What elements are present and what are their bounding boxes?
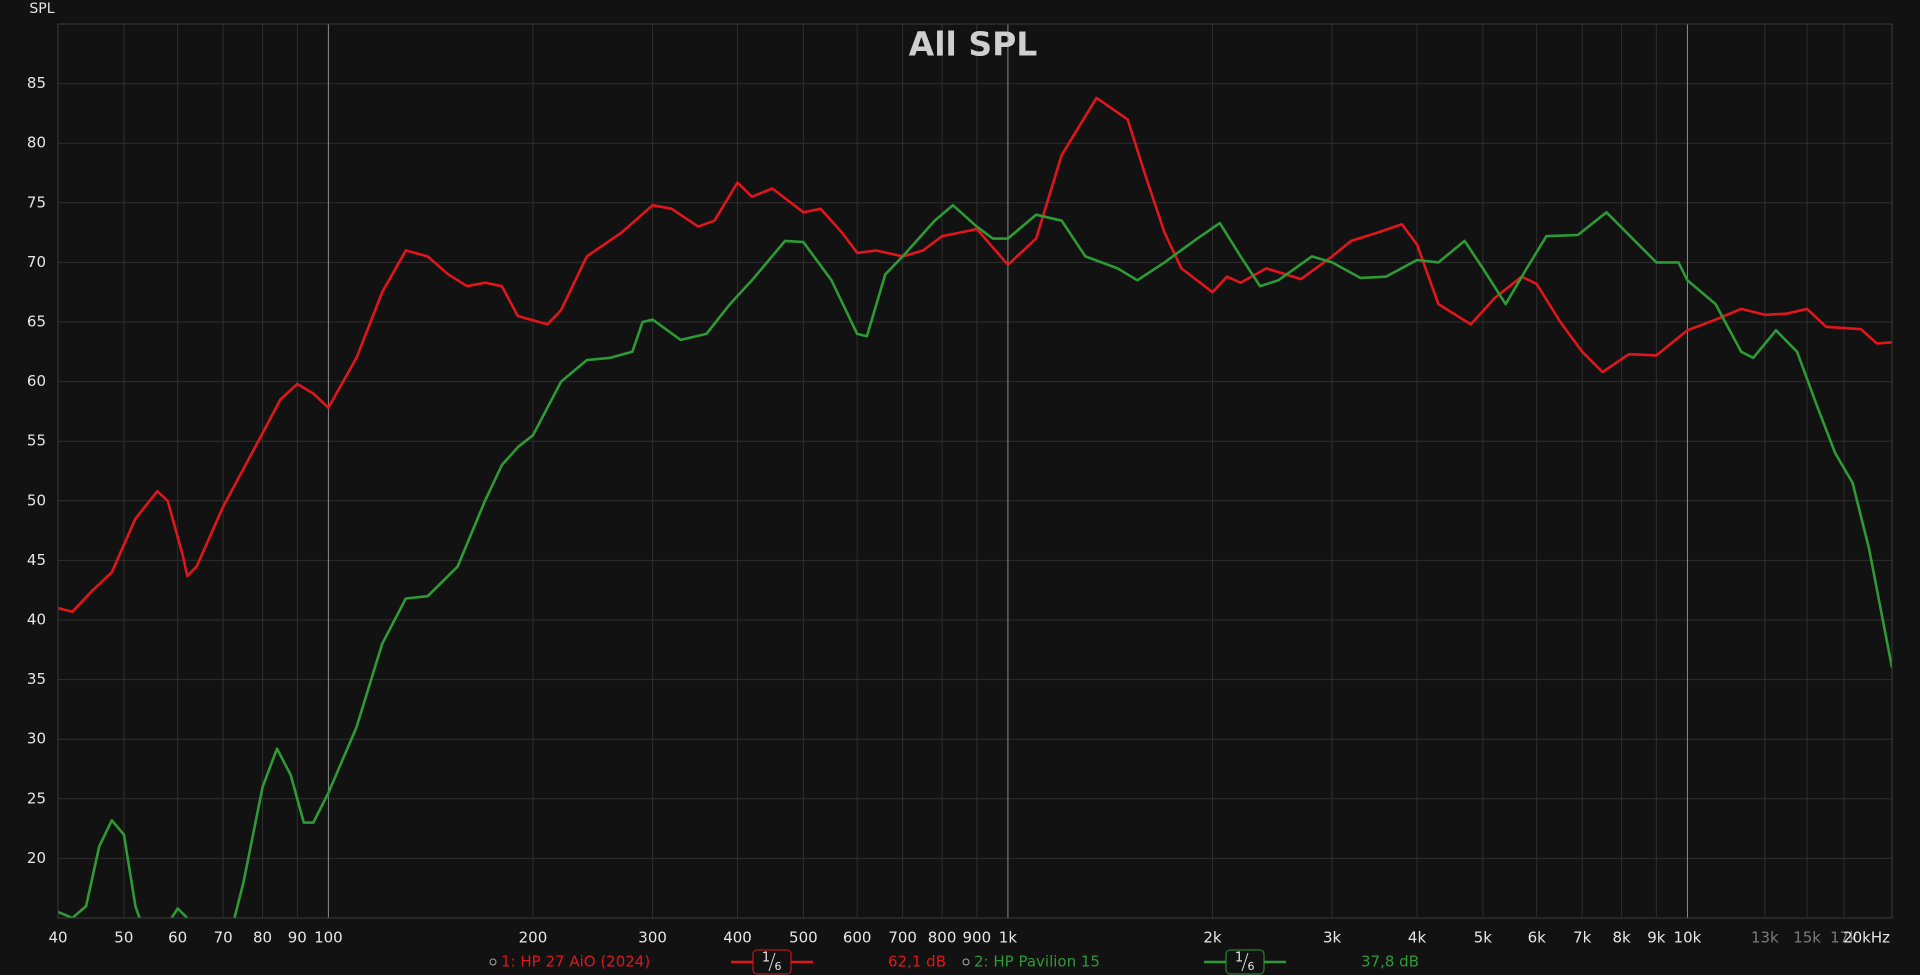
x-tick-label: 5k <box>1474 929 1493 947</box>
x-tick-label: 60 <box>168 929 187 947</box>
x-tick-label: 1k <box>999 929 1018 947</box>
y-tick-label: 70 <box>27 253 46 271</box>
x-tick-label: 200 <box>519 929 548 947</box>
legend-toggle[interactable] <box>962 958 970 966</box>
x-tick-label: 700 <box>888 929 917 947</box>
x-tick-label: 500 <box>789 929 818 947</box>
grid <box>57 24 1893 918</box>
x-tick-label: 3k <box>1323 929 1342 947</box>
smoothing-numerator: 1 <box>762 951 770 966</box>
smoothing-denominator: 6 <box>1248 960 1255 973</box>
x-tick-label: 2k <box>1203 929 1222 947</box>
y-tick-label: 60 <box>27 372 46 390</box>
x-tick-label: 400 <box>723 929 752 947</box>
x-tick-label: 10k <box>1674 929 1702 947</box>
y-tick-label: 85 <box>27 74 46 92</box>
y-tick-label: 50 <box>27 491 46 509</box>
x-tick-label: 17k <box>1830 929 1858 947</box>
x-tick-label: 40 <box>48 929 67 947</box>
plot-frame <box>57 23 1893 919</box>
x-tick-label: 6k <box>1528 929 1547 947</box>
x-tick-label: 70 <box>214 929 233 947</box>
legend-name[interactable]: 1: HP 27 AiO (2024) <box>501 953 650 971</box>
y-tick-label: 55 <box>27 432 46 450</box>
legend: 1: HP 27 AiO (2024) 16 62,1 dB 2: HP Pavili… <box>489 949 1419 975</box>
response-line <box>58 203 1892 918</box>
x-tick-label: 13k <box>1751 929 1779 947</box>
x-tick-label: 50 <box>114 929 133 947</box>
smoothing-slash <box>768 952 776 972</box>
legend-level: 62,1 dB <box>888 953 946 971</box>
x-tick-label: 900 <box>963 929 992 947</box>
x-tick-label: 300 <box>638 929 667 947</box>
x-tick-label: 600 <box>843 929 872 947</box>
x-tick-label: 4k <box>1408 929 1427 947</box>
y-tick-label: 25 <box>27 789 46 807</box>
legend-level: 37,8 dB <box>1361 953 1419 971</box>
y-tick-label: 30 <box>27 730 46 748</box>
legend-toggle[interactable] <box>489 958 497 966</box>
y-tick-label: 45 <box>27 551 46 569</box>
y-axis-label: SPL <box>29 1 54 17</box>
y-tick-label: 40 <box>27 611 46 629</box>
x-tick-label: 800 <box>928 929 957 947</box>
x-tick-label: 90 <box>288 929 307 947</box>
smoothing-numerator: 1 <box>1235 951 1243 966</box>
smoothing-denominator: 6 <box>775 960 782 973</box>
y-tick-label: 35 <box>27 670 46 688</box>
response-line <box>58 96 1892 614</box>
x-tick-label: 15k <box>1793 929 1821 947</box>
y-tick-label: 75 <box>27 193 46 211</box>
x-tick-label: 9k <box>1647 929 1666 947</box>
legend-name[interactable]: 2: HP Pavilion 15 <box>974 953 1100 971</box>
chart-title: All SPL <box>909 25 1038 64</box>
smoothing-slash <box>1241 952 1249 972</box>
x-tick-label: 100 <box>314 929 343 947</box>
y-tick-label: 65 <box>27 313 46 331</box>
plot-lines <box>58 96 1892 918</box>
x-tick-label: 80 <box>253 929 272 947</box>
y-tick-label: 20 <box>27 849 46 867</box>
y-tick-label: 80 <box>27 134 46 152</box>
x-tick-label: 7k <box>1573 929 1592 947</box>
x-tick-label: 8k <box>1612 929 1631 947</box>
x-tick-label: 20kHz <box>1843 929 1890 947</box>
